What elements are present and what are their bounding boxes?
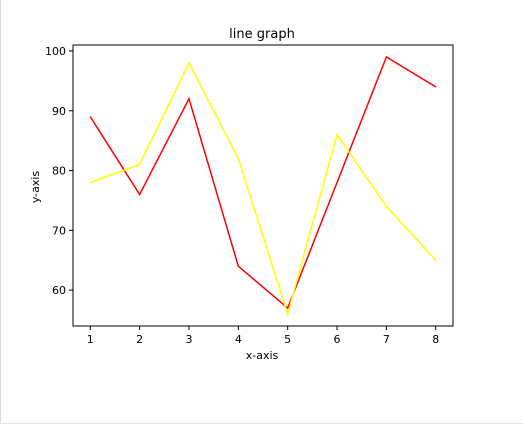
series-2-point <box>287 313 289 315</box>
series-1-point <box>89 116 91 118</box>
series-1-point <box>188 98 190 100</box>
x-axis-ticks: 1 2 3 4 5 6 7 8 <box>87 326 439 346</box>
series-2-point <box>336 134 338 136</box>
plot-area-frame <box>72 44 454 327</box>
x-tick-label: 2 <box>136 333 143 346</box>
series-1-point <box>139 193 141 196</box>
y-axis-ticks: 60 70 80 90 100 <box>45 45 73 297</box>
y-tick-label: 60 <box>52 284 66 297</box>
x-axis-label: x-axis <box>246 349 279 362</box>
chart-title: line graph <box>229 27 295 42</box>
x-tick-label: 6 <box>334 333 341 346</box>
y-tick-label: 100 <box>45 45 66 58</box>
series-2-point <box>385 205 387 208</box>
series-1-point <box>385 56 387 58</box>
series-1-point <box>287 307 289 309</box>
x-tick-label: 8 <box>432 333 439 346</box>
x-tick-label: 1 <box>87 333 94 346</box>
x-tick-label: 4 <box>235 333 242 346</box>
series-2-point <box>237 157 239 160</box>
series-line-2 <box>90 61 437 317</box>
y-tick-label: 80 <box>52 165 66 178</box>
series-2-point <box>139 163 141 166</box>
x-tick-label: 3 <box>185 333 192 346</box>
x-tick-label: 7 <box>383 333 390 346</box>
series-1-point <box>435 86 437 88</box>
series-layer <box>89 55 437 317</box>
series-line-1 <box>89 55 437 310</box>
series-2-point <box>435 259 437 261</box>
x-tick-label: 5 <box>284 333 291 346</box>
series-2-point <box>188 62 190 64</box>
series-1-point <box>237 265 239 267</box>
y-tick-label: 90 <box>52 105 66 118</box>
window-left-border <box>0 0 1 424</box>
y-axis-label: y-axis <box>29 171 42 204</box>
series-1-point <box>336 181 338 184</box>
y-tick-label: 70 <box>52 224 66 237</box>
series-2-point <box>89 181 91 184</box>
